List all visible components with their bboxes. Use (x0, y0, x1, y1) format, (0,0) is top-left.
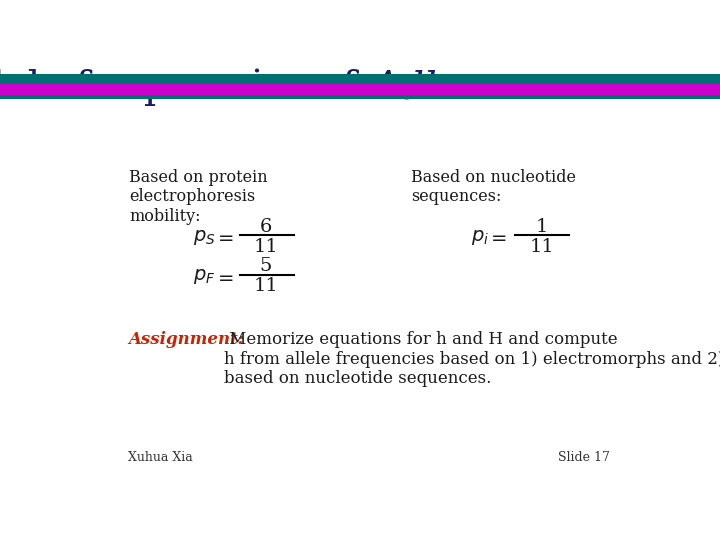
Text: 5: 5 (260, 258, 272, 275)
Text: 11: 11 (253, 238, 278, 256)
Text: $=$: $=$ (214, 228, 234, 246)
Text: Assignment:: Assignment: (128, 331, 244, 348)
Text: $=$: $=$ (214, 268, 234, 286)
Text: Slide 17: Slide 17 (558, 451, 610, 464)
Text: $=$: $=$ (487, 228, 508, 246)
Text: 11: 11 (530, 238, 554, 256)
Text: Memorize equations for h and H and compute
h from allele frequencies based on 1): Memorize equations for h and H and compu… (224, 331, 720, 387)
Text: $p_F$: $p_F$ (193, 267, 215, 286)
Text: Allele frequencies of: Allele frequencies of (0, 69, 369, 106)
Text: Based on nucleotide
sequences:: Based on nucleotide sequences: (411, 168, 576, 205)
Text: Based on protein
electrophoresis
mobility:: Based on protein electrophoresis mobilit… (129, 168, 268, 225)
Bar (0, 74, 720, 84)
Text: 6: 6 (260, 218, 272, 236)
Text: $p_S$: $p_S$ (193, 228, 215, 247)
Text: 1: 1 (536, 218, 548, 236)
Bar (0, 95, 720, 99)
Bar (0, 84, 720, 96)
Text: 11: 11 (253, 278, 278, 295)
Text: Adh: Adh (372, 69, 450, 106)
Text: Xuhua Xia: Xuhua Xia (128, 451, 193, 464)
Text: $p_i$: $p_i$ (471, 228, 489, 247)
